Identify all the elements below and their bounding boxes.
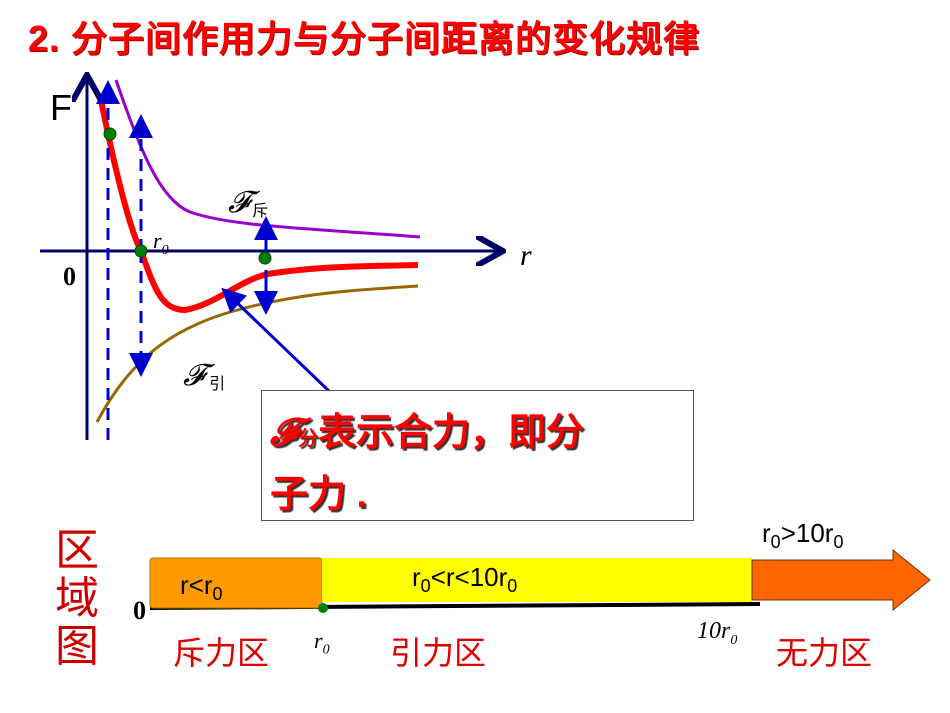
zone-no-force-arrow (751, 548, 931, 612)
region-marker-r0: r0 (314, 628, 330, 658)
r0-label: r0 (153, 228, 169, 258)
origin-label: 0 (63, 262, 76, 291)
region-diagram-title: 区 域 图 (55, 526, 99, 671)
point-r0 (134, 244, 148, 258)
net-force-curve (98, 99, 419, 314)
page-title: 2. 分子间作用力与分子间距离的变化规律 (28, 18, 701, 59)
zone2-label: r0<r<10r0 (412, 562, 518, 597)
x-axis-label: r (520, 239, 532, 272)
zone-repulsive (149, 557, 323, 609)
region-r0-point (318, 603, 328, 613)
pointer-arrow (221, 287, 332, 394)
zone-name-no-force: 无力区 (776, 635, 873, 671)
point-3 (258, 251, 272, 265)
net-force-note: 𝓕分表示合力，即分 子力 . (261, 390, 694, 521)
zone3-label: r0>10r0 (762, 518, 844, 553)
y-axis-label: F (50, 87, 72, 128)
region-marker-10r0: 10r0 (697, 618, 738, 648)
zone-name-attractive: 引力区 (390, 635, 487, 671)
net-force-note-text: 𝓕分表示合力，即分 子力 . (270, 412, 585, 516)
zone-attractive (322, 558, 752, 602)
zone-name-repulsive: 斥力区 (173, 635, 270, 671)
point-1 (103, 127, 117, 141)
region-origin: 0 (133, 596, 146, 625)
zone1-label: r<r0 (180, 570, 223, 605)
